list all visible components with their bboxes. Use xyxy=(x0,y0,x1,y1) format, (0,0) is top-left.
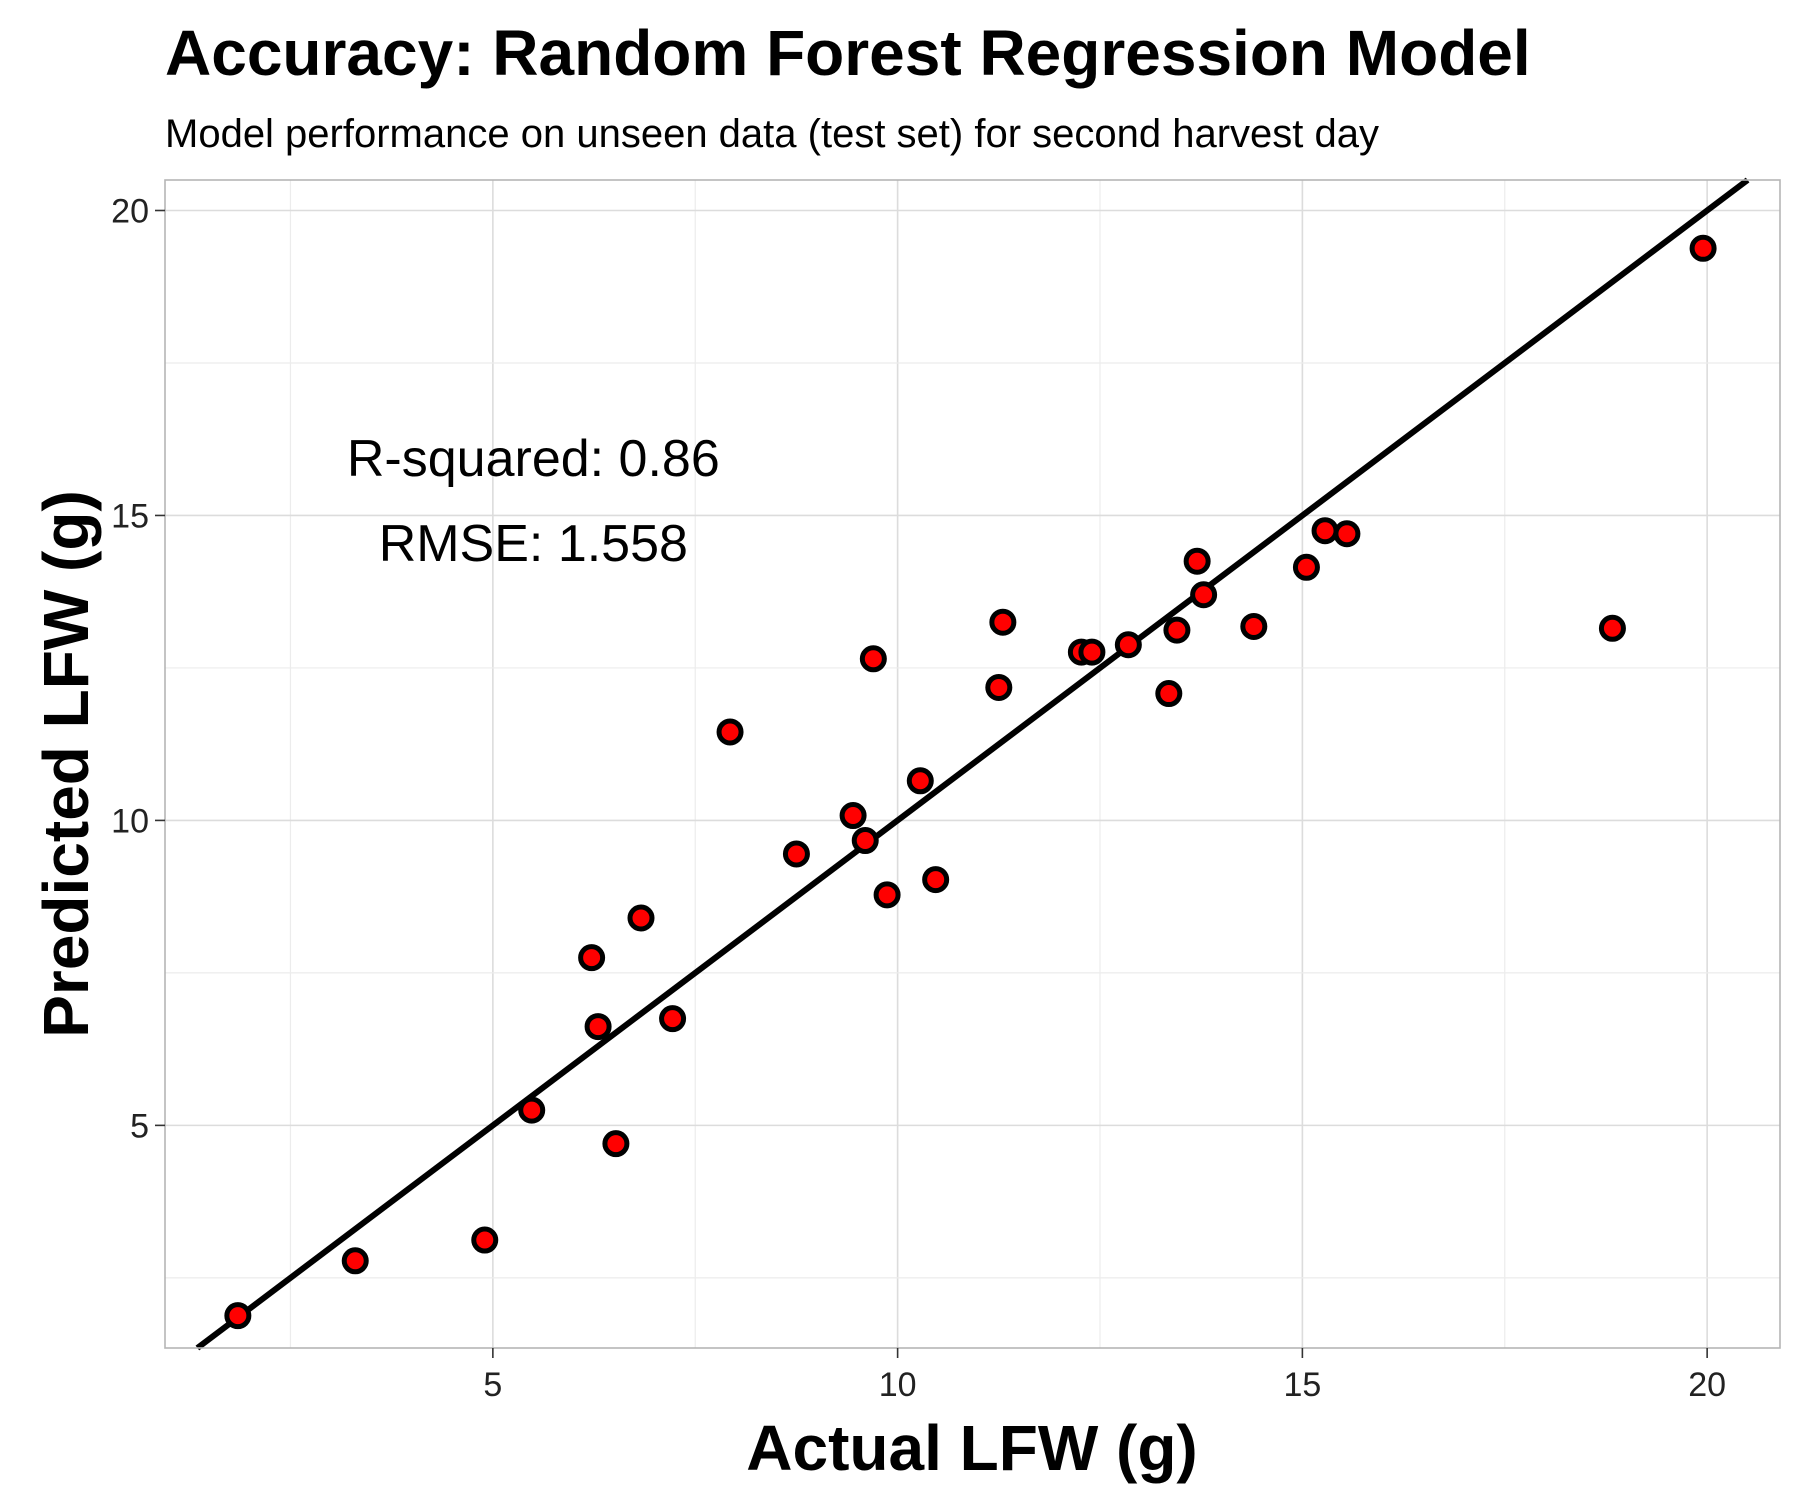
data-point xyxy=(224,1302,252,1330)
data-point xyxy=(989,608,1017,636)
data-point xyxy=(1114,631,1142,659)
y-axis-title: Predicted LFW (g) xyxy=(30,490,102,1038)
chart-title: Accuracy: Random Forest Regression Model xyxy=(165,17,1531,89)
data-point xyxy=(1292,553,1320,581)
y-tick-label: 20 xyxy=(111,192,149,230)
y-tick-label: 5 xyxy=(130,1107,149,1145)
data-point xyxy=(1689,234,1717,262)
data-point xyxy=(518,1096,546,1124)
data-point xyxy=(471,1226,499,1254)
x-tick-label: 10 xyxy=(879,1366,917,1404)
plot-panel-border xyxy=(164,179,1781,1349)
reference-line-layer xyxy=(195,177,1750,1351)
data-point xyxy=(985,673,1013,701)
data-point xyxy=(602,1130,630,1158)
gridlines xyxy=(165,180,1780,1348)
data-point xyxy=(851,827,879,855)
data-point xyxy=(922,866,950,894)
data-point xyxy=(1078,638,1106,666)
data-point xyxy=(873,881,901,909)
data-point xyxy=(1190,581,1218,609)
x-axis-ticks: 5 10 15 20 xyxy=(483,1348,1726,1404)
data-point xyxy=(1155,680,1183,708)
data-point xyxy=(584,1013,612,1041)
data-point xyxy=(578,944,606,972)
data-point xyxy=(659,1005,687,1033)
rmse-annotation: RMSE: 1.558 xyxy=(379,515,688,573)
x-tick-label: 15 xyxy=(1283,1366,1321,1404)
data-point xyxy=(1333,520,1361,548)
x-tick-label: 5 xyxy=(483,1366,502,1404)
data-point xyxy=(782,840,810,868)
x-tick-label: 20 xyxy=(1688,1366,1726,1404)
data-point xyxy=(839,802,867,830)
data-point xyxy=(341,1247,369,1275)
y-tick-label: 15 xyxy=(111,497,149,535)
data-point xyxy=(627,904,655,932)
data-point xyxy=(1311,517,1339,545)
data-points xyxy=(224,234,1717,1330)
data-point xyxy=(859,645,887,673)
y-axis-ticks: 5 10 15 20 xyxy=(111,192,165,1145)
y-tick-label: 10 xyxy=(111,802,149,840)
data-point xyxy=(1240,612,1268,640)
data-point xyxy=(716,718,744,746)
data-point xyxy=(1598,614,1626,642)
data-point xyxy=(1183,547,1211,575)
x-axis-title: Actual LFW (g) xyxy=(746,1412,1197,1484)
data-point xyxy=(1163,616,1191,644)
r-squared-annotation: R-squared: 0.86 xyxy=(347,430,720,488)
identity-reference-line xyxy=(195,177,1750,1351)
data-point xyxy=(906,767,934,795)
chart-subtitle: Model performance on unseen data (test s… xyxy=(165,112,1379,156)
